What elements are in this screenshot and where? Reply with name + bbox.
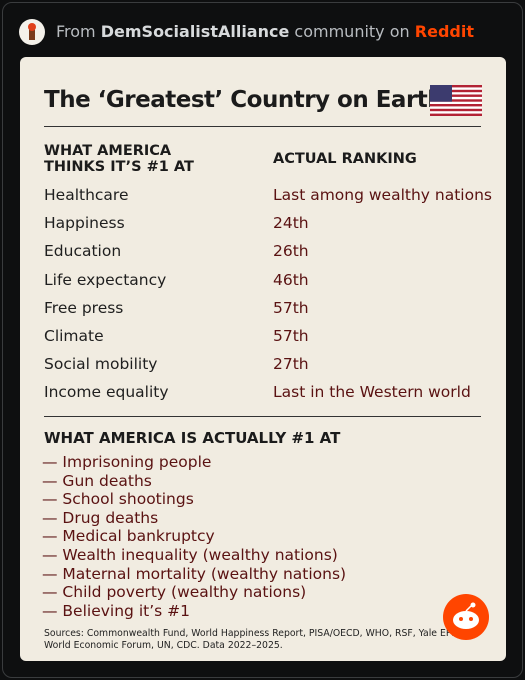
list-item: — Maternal mortality (wealthy nations)	[42, 564, 347, 583]
header-middle: community on	[294, 22, 410, 41]
divider	[44, 416, 481, 417]
list-item: — Drug deaths	[42, 508, 159, 527]
divider	[44, 126, 481, 127]
column-header-line: WHAT AMERICA	[44, 143, 172, 159]
row-label: Free press	[44, 298, 124, 317]
sources-line: Sources: Commonwealth Fund, World Happin…	[44, 628, 458, 639]
row-ranking: 57th	[273, 298, 309, 317]
community-link[interactable]: DemSocialistAlliance	[100, 22, 290, 41]
row-ranking: 46th	[273, 270, 309, 289]
row-label: Social mobility	[44, 355, 158, 374]
column-header: ACTUAL RANKING	[273, 151, 417, 167]
reddit-icon[interactable]	[443, 594, 489, 640]
sources-line: World Economic Forum, UN, CDC. Data 2022…	[44, 640, 283, 651]
list-item: — School shootings	[42, 490, 194, 509]
row-label: Healthcare	[44, 186, 129, 204]
row-label: Happiness	[44, 214, 125, 233]
list-item: — Child poverty (wealthy nations)	[42, 583, 307, 602]
row-ranking: 24th	[273, 214, 309, 233]
row-label: Income equality	[44, 383, 169, 402]
row-ranking: 27th	[273, 355, 309, 374]
card: The ‘Greatest’ Country on Earth WHAT AME…	[20, 57, 506, 661]
column-header: WHAT AMERICA THINKS IT’S #1 AT	[44, 143, 194, 175]
column-header-line: THINKS IT’S #1 AT	[44, 159, 194, 175]
us-flag	[430, 85, 482, 116]
header-prefix: From	[56, 22, 96, 41]
row-ranking: 26th	[273, 242, 309, 261]
row-ranking: Last among wealthy nations	[273, 186, 492, 204]
header: From DemSocialistAlliance community on R…	[56, 22, 474, 41]
card-title: The ‘Greatest’ Country on Earth	[44, 87, 444, 113]
row-ranking: Last in the Western world	[273, 383, 471, 402]
row-ranking: 57th	[273, 327, 309, 345]
section-title: WHAT AMERICA IS ACTUALLY #1 AT	[44, 429, 341, 447]
list-item: — Gun deaths	[42, 471, 152, 490]
community-icon	[19, 19, 45, 45]
row-label: Education	[44, 242, 122, 261]
list-item: — Medical bankruptcy	[42, 527, 215, 546]
list-item: — Imprisoning people	[42, 453, 212, 471]
row-label: Climate	[44, 327, 104, 345]
list-item: — Wealth inequality (wealthy nations)	[42, 546, 338, 564]
list-item: — Believing it’s #1	[42, 601, 190, 620]
site-link[interactable]: Reddit	[414, 22, 474, 41]
row-label: Life expectancy	[44, 270, 167, 289]
